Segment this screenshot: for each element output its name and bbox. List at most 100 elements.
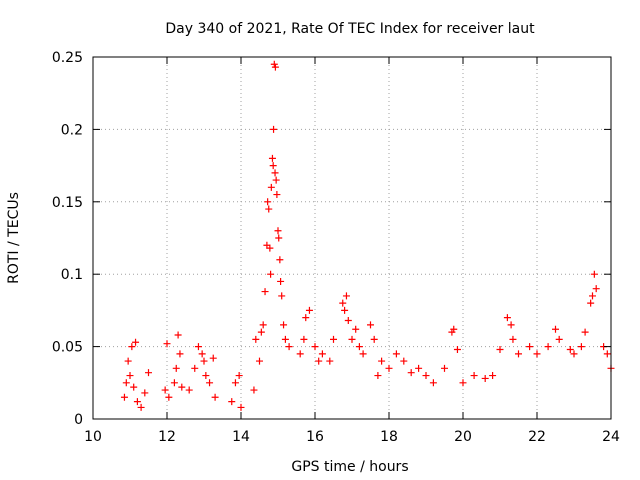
data-point [415,364,423,372]
data-point [163,340,171,348]
data-point [172,364,180,372]
data-point [400,357,408,365]
data-point [590,270,598,278]
data-point [261,288,269,296]
data-point [235,372,243,380]
y-tick-label: 0.25 [52,50,83,66]
data-point [268,154,276,162]
data-point [374,372,382,380]
data-point [453,345,461,353]
data-point [250,386,258,394]
data-point [191,364,199,372]
data-point [130,383,138,391]
data-point [275,234,283,242]
data-point [257,328,265,336]
data-point [370,335,378,343]
x-tick-label: 12 [158,429,176,445]
data-point [211,393,219,401]
data-point [330,335,337,343]
data-point [441,364,448,372]
data-point [544,343,552,351]
data-point [515,350,522,358]
data-point [132,338,140,346]
data-point [526,343,534,351]
data-point [280,321,288,329]
data-point [198,350,206,358]
data-point [302,314,310,322]
data-point [407,369,415,377]
y-tick-label: 0.15 [52,195,83,211]
data-point [165,393,173,401]
data-point [481,374,489,382]
data-point [259,321,267,329]
data-point [270,125,278,133]
axis-ticks: 10 12 14 16 18 20 22 24 0 0.05 0.1 0.15 0.2 0.25 [52,50,620,445]
data-point [170,379,178,387]
y-tick-label: 0 [74,412,83,428]
data-point [202,372,210,380]
data-point [269,162,277,170]
y-tick-label: 0.05 [52,340,83,356]
data-point [352,325,360,333]
data-point [145,369,152,377]
data-point [378,357,386,365]
data-point [509,335,517,343]
data-point [274,227,282,235]
data-point [348,335,356,343]
data-point [429,379,437,387]
chart-title: Day 340 of 2021, Rate Of TEC Index for r… [165,21,535,37]
x-axis-label: GPS time / hours [291,459,408,475]
data-point [311,343,319,351]
data-point [271,63,279,71]
data-point [315,357,323,365]
data-point [271,169,279,177]
data-point [265,205,273,213]
data-point [272,176,280,184]
data-point [450,325,458,333]
data-point [552,325,559,333]
data-point [339,299,347,307]
data-point [392,350,400,358]
data-point [489,372,497,380]
data-point [592,285,600,293]
data-point [264,198,272,206]
x-tick-label: 18 [380,429,398,445]
data-point [459,379,467,387]
grid-lines [93,57,611,419]
data-point [231,379,239,387]
data-point [266,244,274,252]
x-tick-label: 10 [84,429,102,445]
data-point [344,317,352,325]
data-point [209,354,217,362]
x-tick-label: 20 [454,429,472,445]
data-point [185,386,193,394]
data-point [122,379,130,387]
y-tick-label: 0.1 [61,267,83,283]
data-point [326,357,334,365]
y-tick-label: 0.2 [61,122,83,138]
data-point [137,403,145,411]
data-points [120,60,615,411]
data-point [133,398,141,406]
data-point [589,292,596,300]
data-point [273,191,281,199]
x-tick-label: 16 [306,429,324,445]
data-point [267,270,275,278]
data-point [267,183,275,191]
data-point [385,364,393,372]
data-point [570,350,578,358]
data-point [174,331,182,339]
data-point [422,372,430,380]
data-point [318,350,326,358]
x-tick-label: 24 [602,429,620,445]
data-point [200,357,208,365]
data-point [278,292,286,300]
x-tick-label: 14 [232,429,250,445]
x-tick-label: 22 [528,429,546,445]
data-point [178,383,186,391]
data-point [496,345,504,353]
data-point [342,292,350,300]
data-point [126,372,134,380]
data-point [533,350,541,358]
